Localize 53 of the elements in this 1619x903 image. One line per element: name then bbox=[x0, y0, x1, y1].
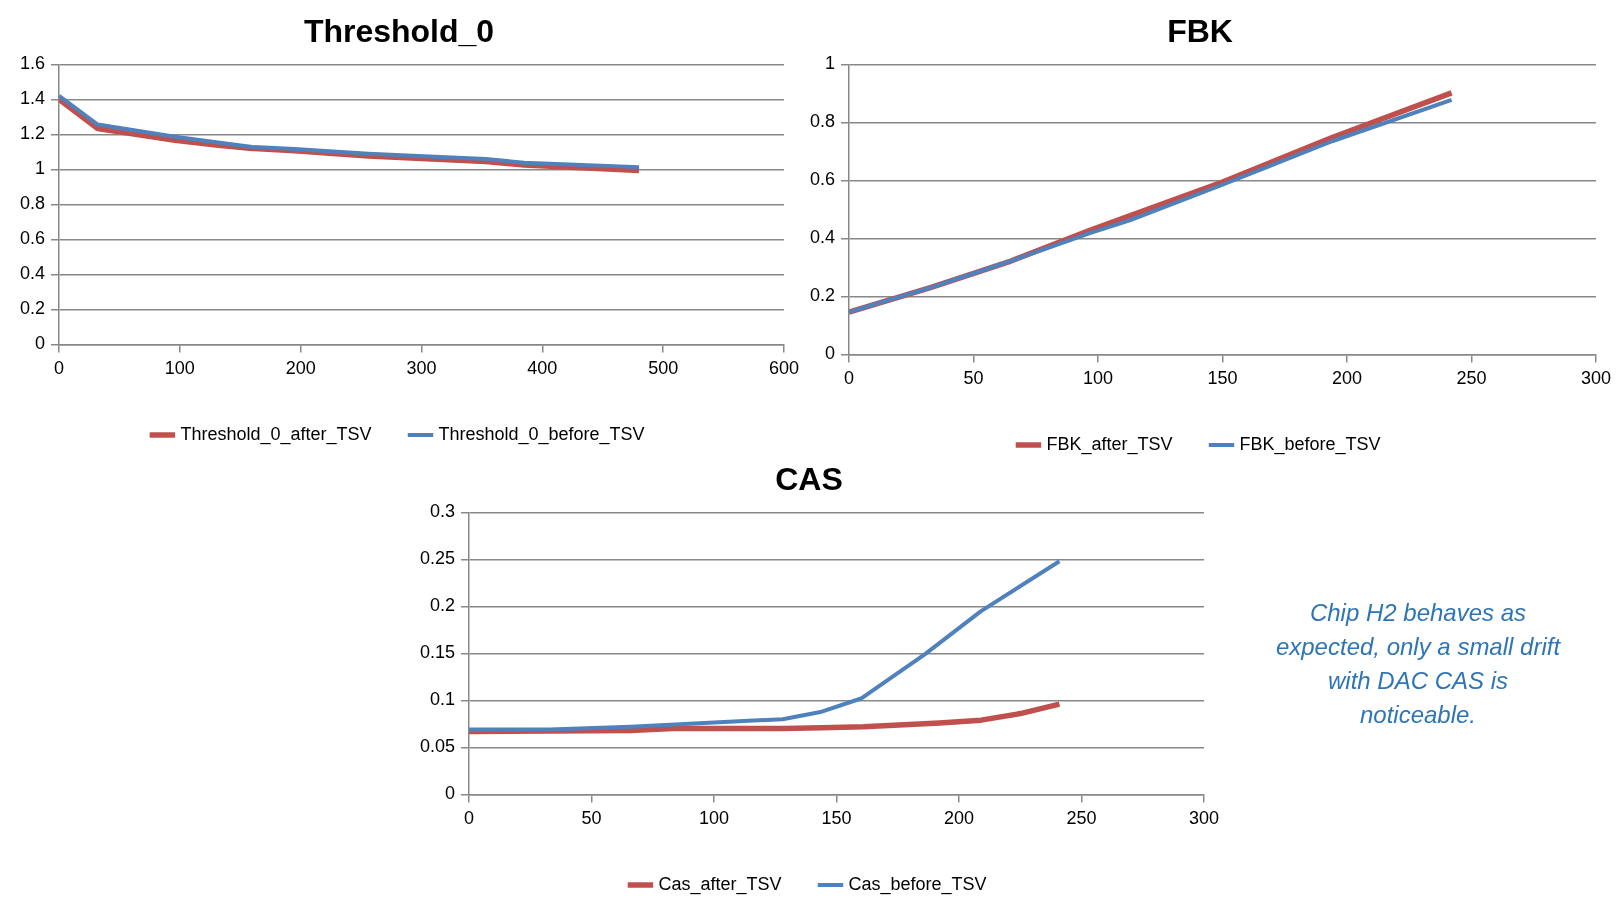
legend-label: FBK_after_TSV bbox=[1046, 433, 1173, 455]
y-tick-label: 0.8 bbox=[19, 193, 46, 214]
chart-title: Threshold_0 bbox=[303, 13, 495, 50]
y-tick-label: 0.25 bbox=[419, 548, 456, 569]
y-tick-label: 0.2 bbox=[809, 285, 836, 306]
chart-title: CAS bbox=[775, 461, 843, 498]
x-tick-label: 50 bbox=[963, 368, 984, 389]
x-tick-label: 400 bbox=[527, 358, 558, 379]
chart-title: FBK bbox=[1167, 13, 1233, 50]
legend-label: Cas_before_TSV bbox=[848, 873, 987, 895]
y-tick-label: 0 bbox=[825, 343, 836, 364]
y-tick-label: 0.6 bbox=[19, 228, 46, 249]
x-tick-label: 100 bbox=[1082, 368, 1114, 389]
y-tick-label: 0 bbox=[445, 783, 456, 804]
legend-label: Threshold_0_before_TSV bbox=[438, 423, 645, 445]
x-tick-label: 500 bbox=[648, 358, 679, 379]
text: Chip H2 behaves as expected, only a small drift with DAC CAS is noticeable. bbox=[1274, 598, 1562, 730]
x-tick-label: 250 bbox=[1066, 808, 1097, 829]
y-tick-label: 1.4 bbox=[19, 88, 46, 109]
x-tick-label: 0 bbox=[844, 368, 855, 389]
x-tick-label: 150 bbox=[1207, 368, 1238, 389]
x-tick-label: 200 bbox=[1331, 368, 1363, 389]
x-tick-label: 300 bbox=[1580, 368, 1612, 389]
y-tick-label: 0.2 bbox=[19, 298, 46, 319]
y-tick-label: 0.6 bbox=[809, 169, 836, 190]
legend-label: Threshold_0_after_TSV bbox=[180, 423, 372, 445]
x-tick-label: 150 bbox=[821, 808, 852, 829]
x-tick-label: 300 bbox=[1188, 808, 1220, 829]
y-tick-label: 0.1 bbox=[430, 689, 456, 710]
y-tick-label: 1 bbox=[825, 53, 836, 74]
legend-label: FBK_before_TSV bbox=[1239, 433, 1381, 455]
x-tick-label: 250 bbox=[1456, 368, 1487, 389]
y-tick-label: 1 bbox=[35, 158, 46, 179]
x-tick-label: 100 bbox=[699, 808, 730, 829]
y-tick-label: 0.2 bbox=[430, 595, 456, 616]
x-tick-label: 100 bbox=[164, 358, 195, 379]
x-tick-label: 0 bbox=[464, 808, 475, 829]
y-tick-label: 0 bbox=[35, 333, 46, 354]
x-tick-label: 200 bbox=[285, 358, 316, 379]
x-tick-label: 600 bbox=[768, 358, 800, 379]
y-tick-label: 0.05 bbox=[419, 736, 456, 757]
y-tick-label: 0.4 bbox=[19, 263, 46, 284]
y-tick-label: 1.6 bbox=[19, 53, 46, 74]
y-tick-label: 0.15 bbox=[419, 642, 456, 663]
x-tick-label: 50 bbox=[581, 808, 602, 829]
y-tick-label: 0.8 bbox=[809, 111, 836, 132]
y-tick-label: 0.3 bbox=[430, 501, 456, 522]
x-tick-label: 300 bbox=[406, 358, 437, 379]
x-tick-label: 200 bbox=[943, 808, 975, 829]
y-tick-label: 0.4 bbox=[809, 227, 836, 248]
y-tick-label: 1.2 bbox=[19, 123, 46, 144]
legend-label: Cas_after_TSV bbox=[658, 873, 782, 895]
x-tick-label: 0 bbox=[54, 358, 65, 379]
